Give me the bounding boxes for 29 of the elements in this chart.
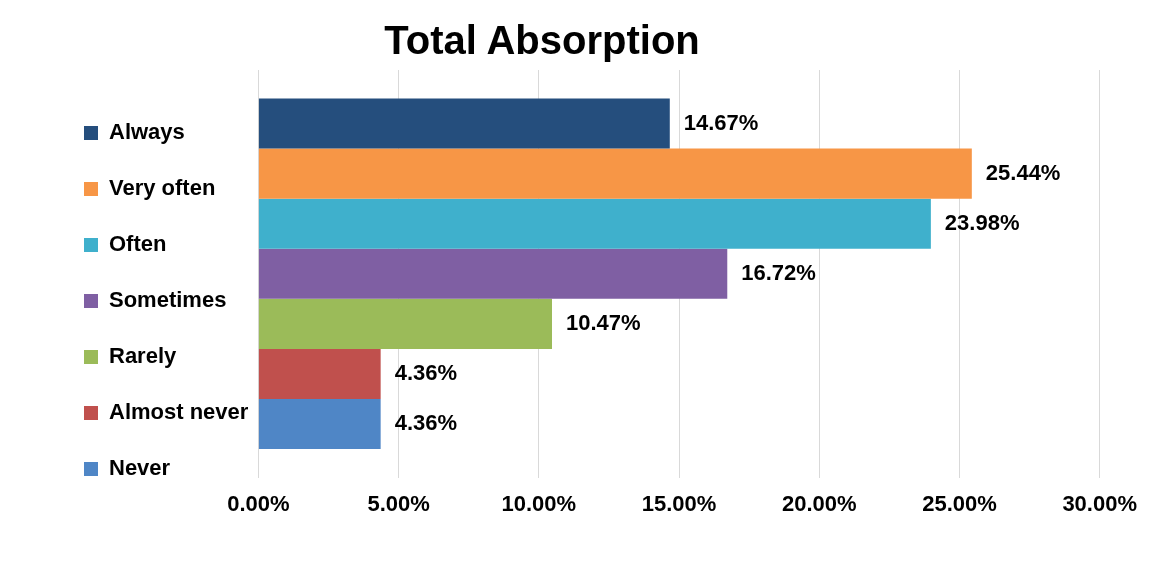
data-label: 16.72%: [741, 259, 816, 285]
bar: [258, 148, 972, 199]
legend-label: Almost never: [109, 399, 249, 425]
bar: [258, 198, 931, 249]
bar: [258, 398, 381, 450]
x-tick-label: 25.00%: [922, 490, 997, 516]
legend-label: Rarely: [109, 343, 178, 369]
bar: [258, 98, 670, 149]
data-label: 14.67%: [683, 109, 759, 135]
legend-label: Sometimes: [109, 287, 227, 313]
data-label: 10.47%: [566, 309, 641, 335]
data-label: 4.36%: [394, 360, 458, 386]
data-label: 25.44%: [985, 159, 1061, 185]
data-label: 23.98%: [944, 209, 1020, 235]
x-tick-label: 20.00%: [781, 490, 857, 516]
x-tick-label: 0.00%: [227, 490, 290, 516]
data-label: 4.36%: [394, 410, 458, 436]
x-tick-label: 30.00%: [1062, 490, 1137, 516]
x-tick-label: 5.00%: [367, 490, 430, 516]
x-tick-label: 15.00%: [641, 490, 717, 516]
bar: [258, 298, 552, 349]
legend-label: Very often: [109, 175, 216, 201]
legend-label: Never: [109, 455, 171, 481]
bar: [258, 248, 728, 299]
legend-label: Always: [109, 119, 185, 145]
legend-label: Often: [109, 231, 167, 257]
x-tick-label: 10.00%: [501, 490, 577, 516]
chart-title: Total Absorption: [383, 18, 701, 63]
bar: [258, 348, 381, 399]
